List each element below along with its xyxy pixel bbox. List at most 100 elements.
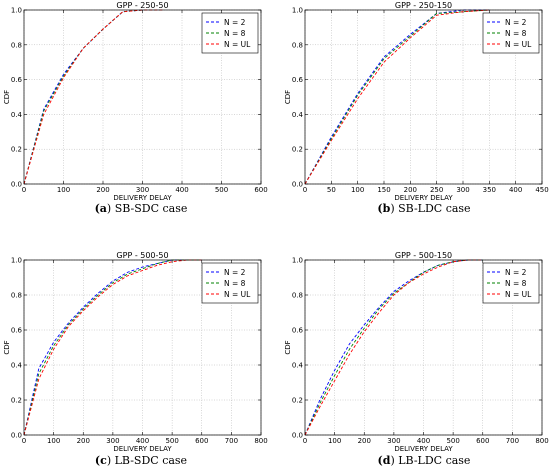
y-tick-label: 0.6 — [292, 76, 304, 84]
y-tick-label: 0.0 — [292, 181, 303, 189]
x-tick-label: 300 — [136, 186, 149, 194]
caption-label: (c — [95, 454, 107, 467]
caption-text: ) SB-SDC case — [107, 202, 187, 215]
y-tick-label: 0.0 — [292, 432, 303, 440]
x-tick-label: 450 — [535, 186, 548, 194]
x-tick-label: 150 — [377, 186, 390, 194]
x-tick-label: 600 — [195, 437, 208, 445]
x-tick-label: 400 — [175, 186, 188, 194]
legend-label-1: N = 8 — [224, 29, 246, 38]
x-tick-label: 100 — [328, 437, 341, 445]
chart-title: GPP - 250-50 — [116, 1, 168, 10]
plot-frame — [23, 9, 262, 185]
y-tick-label: 0.2 — [292, 146, 303, 154]
y-tick-label: 0.8 — [11, 41, 22, 49]
y-tick-label: 0.2 — [11, 397, 22, 405]
plot-frame — [304, 9, 543, 185]
x-tick-label: 500 — [446, 437, 459, 445]
x-tick-label: 100 — [351, 186, 364, 194]
x-tick-label: 500 — [215, 186, 228, 194]
series-line-0 — [304, 9, 490, 185]
subfigure-caption: (b) SB-LDC case — [377, 202, 470, 215]
y-tick-label: 0.0 — [11, 432, 22, 440]
series-line-2 — [304, 9, 490, 185]
x-tick-label: 700 — [225, 437, 238, 445]
x-tick-label: 200 — [96, 186, 109, 194]
series-line-1 — [304, 9, 490, 185]
y-tick-label: 0.8 — [11, 292, 22, 300]
x-tick-label: 600 — [254, 186, 267, 194]
x-tick-label: 0 — [22, 186, 26, 194]
series-line-1 — [304, 259, 483, 436]
chart-panel-2: 0 100 200 300 400 500 600 700 800 0.0 0.2 0.4 0.6 0.8… — [3, 251, 268, 467]
legend-label-1: N = 8 — [224, 279, 246, 288]
y-tick-label: 1.0 — [292, 7, 303, 15]
x-tick-label: 0 — [22, 437, 26, 445]
legend: N = 2 N = 8 N = UL — [201, 12, 259, 54]
caption-text: ) SB-LDC case — [390, 202, 470, 215]
chart-title: GPP - 250-150 — [395, 1, 452, 10]
x-tick-label: 700 — [506, 437, 519, 445]
legend-label-2: N = UL — [224, 40, 251, 49]
x-tick-label: 300 — [387, 437, 400, 445]
legend-label-2: N = UL — [505, 40, 532, 49]
x-tick-label: 0 — [303, 186, 307, 194]
caption-label: (a — [95, 202, 107, 215]
x-tick-label: 600 — [476, 437, 489, 445]
x-axis-label: DELIVERY DELAY — [113, 194, 172, 202]
x-tick-label: 400 — [136, 437, 149, 445]
caption-label: (b — [377, 202, 390, 215]
subfigure-caption: (d) LB-LDC case — [378, 454, 471, 467]
x-tick-label: 800 — [535, 437, 548, 445]
x-tick-label: 800 — [254, 437, 267, 445]
y-tick-label: 0.2 — [292, 397, 303, 405]
legend: N = 2 N = 8 N = UL — [201, 262, 259, 304]
x-tick-label: 200 — [404, 186, 417, 194]
x-axis-label: DELIVERY DELAY — [113, 445, 172, 453]
chart-panel-1: 0 50 100 150 200 250 300 350 400 450 0.0 0.2 0.4 0.6 0… — [284, 1, 549, 215]
x-tick-label: 400 — [509, 186, 522, 194]
series-line-2 — [304, 259, 483, 436]
y-tick-label: 0.2 — [11, 146, 22, 154]
y-tick-label: 0.6 — [292, 327, 304, 335]
y-tick-label: 0.0 — [11, 181, 22, 189]
legend-label-2: N = UL — [505, 290, 532, 299]
x-tick-label: 400 — [417, 437, 430, 445]
y-tick-label: 0.4 — [292, 362, 304, 370]
plot-frame — [23, 259, 262, 436]
legend-label-0: N = 2 — [505, 268, 527, 277]
caption-label: (d — [378, 454, 391, 467]
x-axis-label: DELIVERY DELAY — [394, 445, 453, 453]
x-tick-label: 0 — [303, 437, 307, 445]
x-tick-label: 300 — [456, 186, 469, 194]
y-tick-label: 0.6 — [11, 76, 23, 84]
y-axis-label: CDF — [3, 90, 11, 104]
chart-title: GPP - 500-150 — [395, 251, 452, 260]
x-tick-label: 50 — [327, 186, 336, 194]
y-tick-label: 0.4 — [11, 111, 23, 119]
y-tick-label: 0.8 — [292, 292, 303, 300]
plot-frame — [304, 259, 543, 436]
x-tick-label: 250 — [430, 186, 443, 194]
x-axis-label: DELIVERY DELAY — [394, 194, 453, 202]
legend-label-0: N = 2 — [505, 18, 527, 27]
y-tick-label: 1.0 — [292, 257, 303, 265]
x-tick-label: 500 — [165, 437, 178, 445]
y-axis-label: CDF — [284, 90, 292, 104]
y-tick-label: 1.0 — [11, 257, 22, 265]
chart-panel-3: 0 100 200 300 400 500 600 700 800 0.0 0.2 0.4 0.6 0.8… — [284, 251, 549, 467]
legend-label-1: N = 8 — [505, 279, 527, 288]
x-tick-label: 200 — [77, 437, 90, 445]
y-tick-label: 0.4 — [292, 111, 304, 119]
legend-label-2: N = UL — [224, 290, 251, 299]
subfigure-caption: (c) LB-SDC case — [95, 454, 187, 467]
y-tick-label: 0.4 — [11, 362, 23, 370]
legend: N = 2 N = 8 N = UL — [482, 12, 540, 54]
x-tick-label: 300 — [106, 437, 119, 445]
y-tick-label: 0.8 — [292, 41, 303, 49]
y-axis-label: CDF — [3, 340, 11, 354]
y-tick-label: 1.0 — [11, 7, 22, 15]
caption-text: ) LB-SDC case — [107, 454, 187, 467]
legend-label-1: N = 8 — [505, 29, 527, 38]
x-tick-label: 100 — [47, 437, 60, 445]
